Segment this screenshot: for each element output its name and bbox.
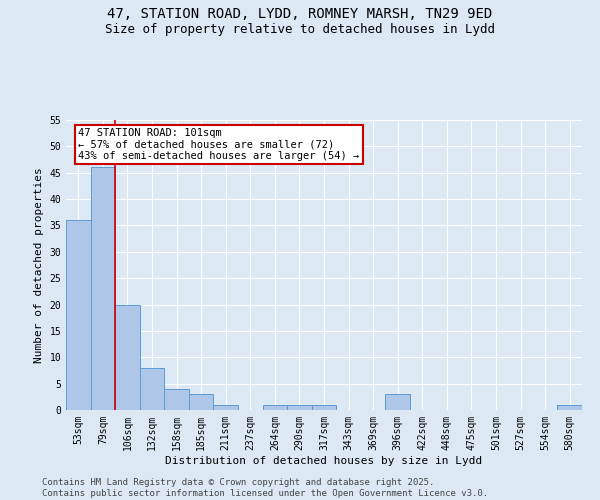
Bar [66,220,91,410]
Bar [140,368,164,410]
Bar [385,394,410,410]
Bar [557,404,582,410]
Bar [164,389,189,410]
Text: Contains HM Land Registry data © Crown copyright and database right 2025.
Contai: Contains HM Land Registry data © Crown c… [42,478,488,498]
Bar [214,404,238,410]
Bar [287,404,312,410]
Bar [189,394,214,410]
Text: 47 STATION ROAD: 101sqm
← 57% of detached houses are smaller (72)
43% of semi-de: 47 STATION ROAD: 101sqm ← 57% of detache… [78,128,359,161]
Text: Size of property relative to detached houses in Lydd: Size of property relative to detached ho… [105,22,495,36]
Bar [115,304,140,410]
X-axis label: Distribution of detached houses by size in Lydd: Distribution of detached houses by size … [166,456,482,466]
Bar [263,404,287,410]
Bar [312,404,336,410]
Y-axis label: Number of detached properties: Number of detached properties [34,167,44,363]
Bar [91,168,115,410]
Text: 47, STATION ROAD, LYDD, ROMNEY MARSH, TN29 9ED: 47, STATION ROAD, LYDD, ROMNEY MARSH, TN… [107,8,493,22]
